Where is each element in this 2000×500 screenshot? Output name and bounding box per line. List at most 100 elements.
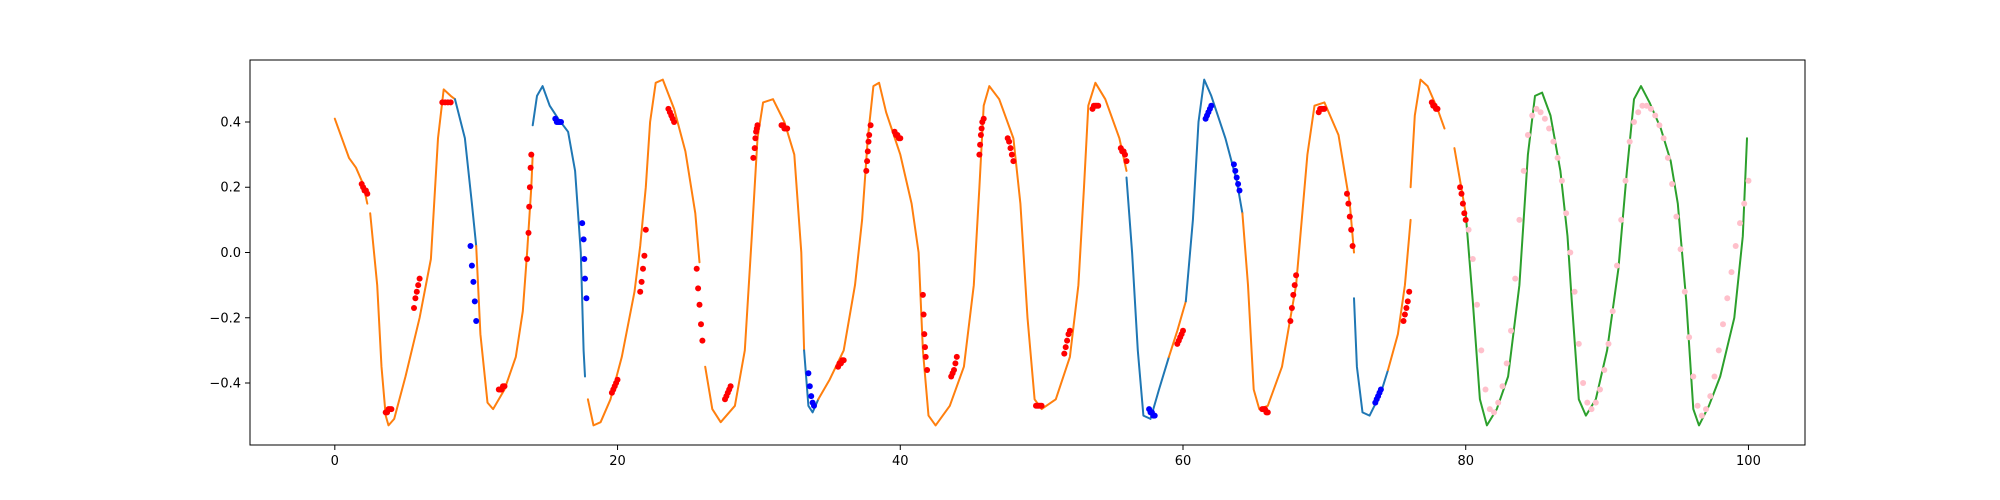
y-tick-label: 0.2 (220, 181, 241, 196)
data-point-red-23-1 (1006, 138, 1013, 145)
data-point-blue_marker-4-1 (468, 262, 475, 269)
data-point-red-6-3 (526, 184, 533, 191)
data-point-pink-40-60 (1720, 321, 1726, 328)
data-point-pink-40-4 (1482, 386, 1489, 393)
series-line-orange-10 (1167, 300, 1187, 358)
data-point-red-21-2 (951, 367, 957, 373)
data-point-pink-40-35 (1614, 262, 1620, 269)
data-point-red-22-3 (978, 125, 985, 132)
data-point-red-33-3 (1291, 282, 1298, 289)
data-point-red-14-0 (750, 154, 757, 161)
data-point-pink-40-64 (1737, 220, 1743, 227)
data-point-pink-40-25 (1571, 288, 1578, 295)
data-point-red-20-0 (919, 291, 926, 298)
data-point-pink-40-29 (1588, 406, 1595, 413)
data-point-pink-40-20 (1550, 138, 1557, 145)
data-point-red-10-4 (642, 226, 649, 233)
data-point-blue_marker-31-3 (1235, 181, 1242, 187)
data-point-red-39-3 (1461, 210, 1468, 217)
data-point-red-37-3 (1404, 298, 1411, 305)
data-point-red-14-1 (751, 145, 758, 152)
data-point-red-12-2 (696, 301, 703, 308)
data-point-pink-40-5 (1486, 406, 1493, 413)
data-point-red-6-0 (524, 256, 531, 262)
data-point-pink-40-49 (1673, 213, 1680, 220)
data-point-red-37-1 (1401, 311, 1408, 318)
data-point-pink-40-37 (1622, 177, 1629, 184)
data-point-blue_marker-31-0 (1230, 161, 1237, 168)
data-point-pink-40-32 (1601, 367, 1608, 373)
data-point-pink-40-23 (1563, 210, 1570, 217)
data-point-red-10-2 (640, 265, 646, 272)
data-point-pink-40-42 (1643, 102, 1650, 109)
data-point-pink-40-28 (1584, 399, 1591, 406)
data-point-pink-40-45 (1656, 122, 1663, 129)
data-point-red-33-1 (1288, 305, 1295, 311)
y-tick-label: −0.2 (209, 311, 241, 326)
data-point-red-25-1 (1062, 344, 1069, 351)
data-point-pink-40-10 (1508, 327, 1514, 334)
data-point-pink-40-59 (1715, 347, 1722, 354)
data-point-blue_marker-8-2 (581, 256, 588, 262)
data-point-red-39-0 (1457, 184, 1464, 191)
data-point-pink-40-66 (1745, 177, 1752, 184)
data-point-pink-40-56 (1703, 406, 1709, 413)
data-point-red-20-1 (920, 311, 927, 318)
data-point-red-27-4 (1123, 158, 1130, 165)
data-point-pink-40-0 (1465, 226, 1472, 233)
data-point-pink-40-65 (1741, 200, 1748, 207)
data-point-blue_marker-31-1 (1232, 167, 1239, 174)
data-point-red-35-0 (1344, 190, 1350, 197)
data-point-red-26-4 (1095, 102, 1102, 109)
data-point-red-18-1 (864, 158, 871, 165)
data-point-red-20-2 (921, 331, 928, 338)
data-point-red-33-2 (1290, 291, 1297, 298)
data-point-red-37-2 (1403, 305, 1410, 311)
data-point-pink-40-3 (1478, 347, 1485, 354)
data-point-red-39-4 (1462, 216, 1469, 223)
x-tick-label: 80 (1457, 454, 1474, 469)
data-point-blue_marker-16-0 (805, 370, 812, 377)
series-line-orange-8 (817, 81, 1128, 427)
data-point-pink-40-44 (1652, 112, 1659, 119)
data-point-red-18-2 (864, 148, 871, 155)
data-point-red-25-2 (1064, 337, 1071, 344)
data-point-pink-40-13 (1520, 167, 1527, 174)
data-point-pink-40-11 (1512, 275, 1519, 282)
data-point-red-12-1 (695, 285, 702, 292)
data-point-pink-40-19 (1546, 125, 1553, 132)
data-point-blue_marker-30-4 (1208, 102, 1215, 109)
data-point-red-25-4 (1066, 327, 1073, 334)
data-point-red-39-2 (1459, 200, 1466, 207)
data-point-red-18-4 (866, 132, 873, 138)
data-point-red-9-4 (614, 376, 621, 383)
data-point-red-22-0 (976, 151, 983, 158)
x-axis-ticks: 0 20 40 60 80 100 (331, 445, 1761, 469)
y-axis-ticks: −0.4 −0.2 0.0 0.2 0.4 (209, 115, 250, 392)
series-line-orange-15 (1409, 78, 1446, 189)
data-point-pink-40-1 (1469, 256, 1476, 262)
marker-layer (358, 99, 1752, 419)
data-point-red-15-4 (784, 125, 791, 132)
data-point-pink-40-17 (1537, 109, 1544, 116)
data-point-red-27-3 (1122, 151, 1128, 158)
data-point-pink-40-36 (1618, 216, 1625, 223)
data-point-red-39-1 (1458, 190, 1465, 197)
data-point-blue_marker-16-1 (806, 383, 813, 390)
data-point-red-2-1 (412, 295, 419, 302)
data-point-pink-40-47 (1664, 154, 1671, 161)
data-point-pink-40-40 (1635, 109, 1642, 116)
series-line-orange-3 (475, 153, 534, 411)
data-point-pink-40-50 (1677, 246, 1684, 253)
data-point-pink-40-52 (1686, 334, 1693, 341)
data-point-pink-40-15 (1529, 112, 1536, 119)
data-point-pink-40-16 (1533, 105, 1540, 112)
data-point-red-2-3 (415, 282, 422, 289)
data-point-red-2-4 (416, 275, 423, 282)
data-point-red-22-2 (977, 132, 984, 138)
data-point-red-21-3 (952, 360, 959, 367)
data-point-red-18-5 (867, 122, 874, 129)
data-point-red-22-5 (980, 115, 987, 122)
data-point-pink-40-6 (1491, 409, 1497, 416)
data-point-blue_marker-16-2 (808, 393, 815, 400)
